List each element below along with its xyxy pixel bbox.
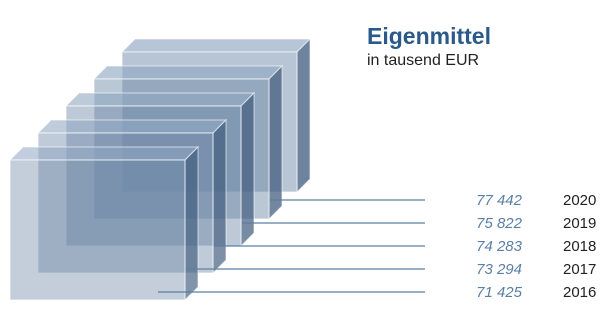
value-label-2020: 77 442 (476, 192, 523, 209)
box-side-2017 (212, 118, 227, 275)
box-side-2020 (296, 37, 311, 194)
box-side-2019 (268, 64, 283, 221)
year-label-2018: 2018 (563, 238, 596, 255)
box-top-2017 (36, 119, 228, 134)
box-front-2016 (9, 159, 186, 301)
year-label-2020: 2020 (563, 192, 596, 209)
year-label-2019: 2019 (563, 215, 596, 232)
year-label-2017: 2017 (563, 261, 596, 278)
value-label-2017: 73 294 (476, 261, 522, 278)
chart-subtitle: in tausend EUR (367, 52, 480, 69)
box-top-2016 (8, 146, 200, 161)
year-label-2016: 2016 (563, 284, 596, 301)
box-side-2016 (184, 145, 199, 302)
value-label-2016: 71 425 (476, 284, 523, 301)
chart-title: Eigenmittel (367, 23, 491, 49)
value-label-2019: 75 822 (476, 215, 523, 232)
box-top-2018 (64, 92, 256, 107)
box-top-2019 (92, 65, 284, 80)
value-label-2018: 74 283 (476, 238, 523, 255)
box-top-2020 (120, 38, 312, 53)
